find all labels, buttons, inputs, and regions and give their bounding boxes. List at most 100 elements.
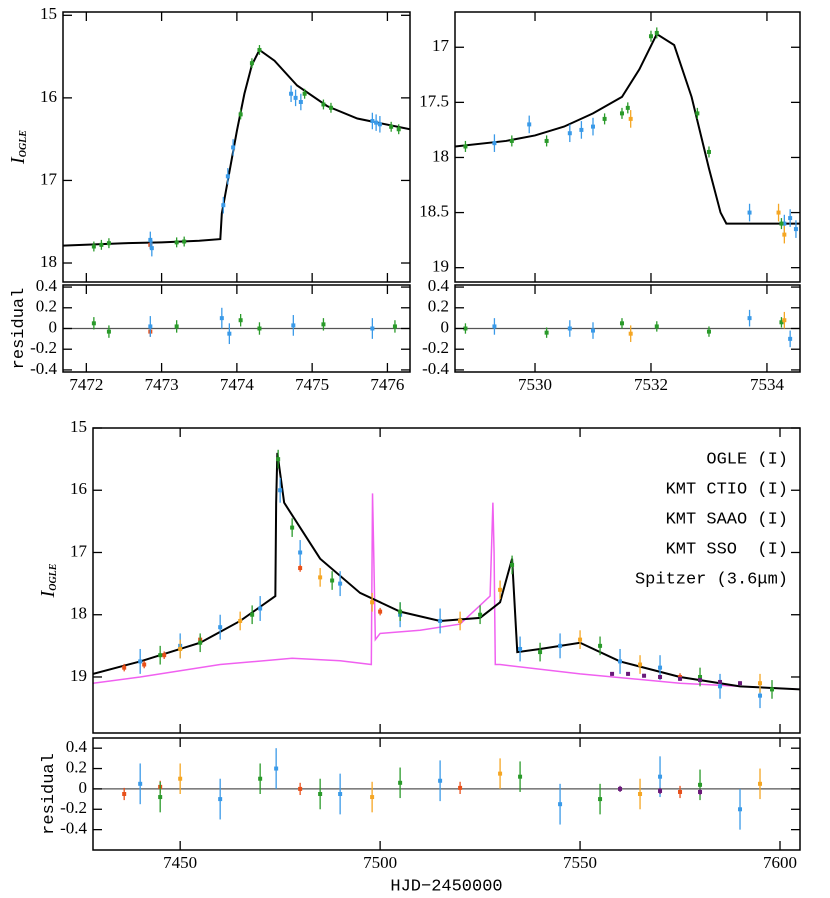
data-point <box>678 676 683 681</box>
y-axis-label: IOGLE <box>37 563 60 598</box>
data-point <box>638 662 643 667</box>
y-axis-label: residual <box>40 753 59 835</box>
y-tick-label: 0.4 <box>66 737 88 756</box>
data-point <box>238 112 243 117</box>
data-point <box>793 227 798 232</box>
panel: -0.4 -0.20 0.20.4 7450 7500 7550 7600 residual H… <box>40 737 801 896</box>
data-point <box>458 618 463 623</box>
y-tick-label: -0.4 <box>422 359 449 378</box>
legend-entry: Spitzer (3.6μm) <box>635 570 788 589</box>
data-point <box>219 316 224 321</box>
y-tick-label: 15 <box>70 417 87 436</box>
data-point <box>318 792 323 796</box>
data-point <box>106 329 111 334</box>
y-tick-label: 18 <box>432 146 449 165</box>
data-point <box>610 671 615 676</box>
data-point <box>231 145 236 150</box>
x-tick-label: 7472 <box>69 375 103 394</box>
data-point <box>738 681 743 686</box>
data-point <box>782 232 787 237</box>
data-point <box>463 326 468 331</box>
data-point <box>518 646 523 651</box>
data-point <box>618 786 623 791</box>
data-point <box>747 210 752 215</box>
data-point <box>782 318 787 323</box>
data-point <box>579 127 584 132</box>
data-point <box>338 792 343 796</box>
data-point <box>747 316 752 321</box>
data-point <box>328 105 333 110</box>
data-point <box>318 575 323 580</box>
data-point <box>218 625 223 630</box>
y-tick-label: 15 <box>40 4 57 23</box>
x-tick-label: 7474 <box>220 375 255 394</box>
y-tick-label: 0.4 <box>36 276 58 295</box>
legend-entry: KMT SAAO (I) <box>666 510 788 529</box>
data-point <box>598 643 603 648</box>
y-axis-label: IOGLE <box>7 130 30 165</box>
data-point <box>122 665 127 670</box>
y-axis-label: residual <box>10 288 29 370</box>
data-point <box>438 618 443 623</box>
plot-area <box>93 449 800 709</box>
data-point <box>278 488 283 493</box>
data-point <box>509 138 514 143</box>
data-point <box>619 111 624 116</box>
plot-area <box>63 307 410 345</box>
y-tick-label: 19 <box>432 257 449 276</box>
x-tick-label: 7476 <box>370 375 404 394</box>
data-point <box>138 659 143 664</box>
data-point <box>706 329 711 334</box>
data-point <box>648 34 653 39</box>
plot-area <box>63 45 410 257</box>
data-point <box>378 609 383 614</box>
axes-frame <box>62 11 411 283</box>
y-tick-label: 17 <box>70 541 88 560</box>
data-point <box>618 659 623 664</box>
data-point <box>654 30 659 35</box>
data-point <box>591 124 595 129</box>
model-curve <box>455 32 800 225</box>
y-tick-label: -0.2 <box>422 338 449 357</box>
y-tick-label: 0 <box>79 778 88 797</box>
y-tick-label: 17.5 <box>419 91 449 110</box>
data-point <box>338 581 343 586</box>
y-tick-label: 0.2 <box>66 757 87 776</box>
x-tick-label: 7530 <box>518 375 552 394</box>
data-point <box>274 766 279 771</box>
data-point <box>458 785 463 790</box>
data-point <box>738 807 743 812</box>
axes-frame <box>454 11 801 283</box>
data-point <box>779 221 784 226</box>
y-tick-label: -0.2 <box>60 798 87 817</box>
y-tick-label: 0.2 <box>428 297 449 316</box>
data-point <box>221 203 226 208</box>
data-point <box>779 320 784 325</box>
panel: 15 16 17 18 19 IOGLE OGLE (I) KMT CTIO (I) KMT S… <box>37 417 801 734</box>
data-point <box>558 643 563 648</box>
data-point <box>257 326 262 331</box>
x-tick-label: 7532 <box>634 375 668 394</box>
data-point <box>174 324 179 329</box>
data-point <box>142 662 147 667</box>
data-point <box>695 111 700 116</box>
data-point <box>370 326 375 331</box>
data-point <box>370 600 375 605</box>
legend-entry: OGLE (I) <box>706 450 788 469</box>
data-point <box>91 321 96 326</box>
y-tick-label: 17 <box>40 169 58 188</box>
data-point <box>478 612 483 617</box>
data-point <box>438 778 443 783</box>
data-point <box>302 91 307 96</box>
y-tick-label: 17 <box>432 36 450 55</box>
data-point <box>567 131 572 136</box>
y-tick-label: 0.2 <box>36 297 57 316</box>
data-point <box>398 780 403 785</box>
data-point <box>718 679 723 684</box>
data-point <box>396 127 401 132</box>
data-point <box>162 653 167 658</box>
y-tick-label: 18.5 <box>419 201 449 220</box>
data-point <box>558 802 563 807</box>
